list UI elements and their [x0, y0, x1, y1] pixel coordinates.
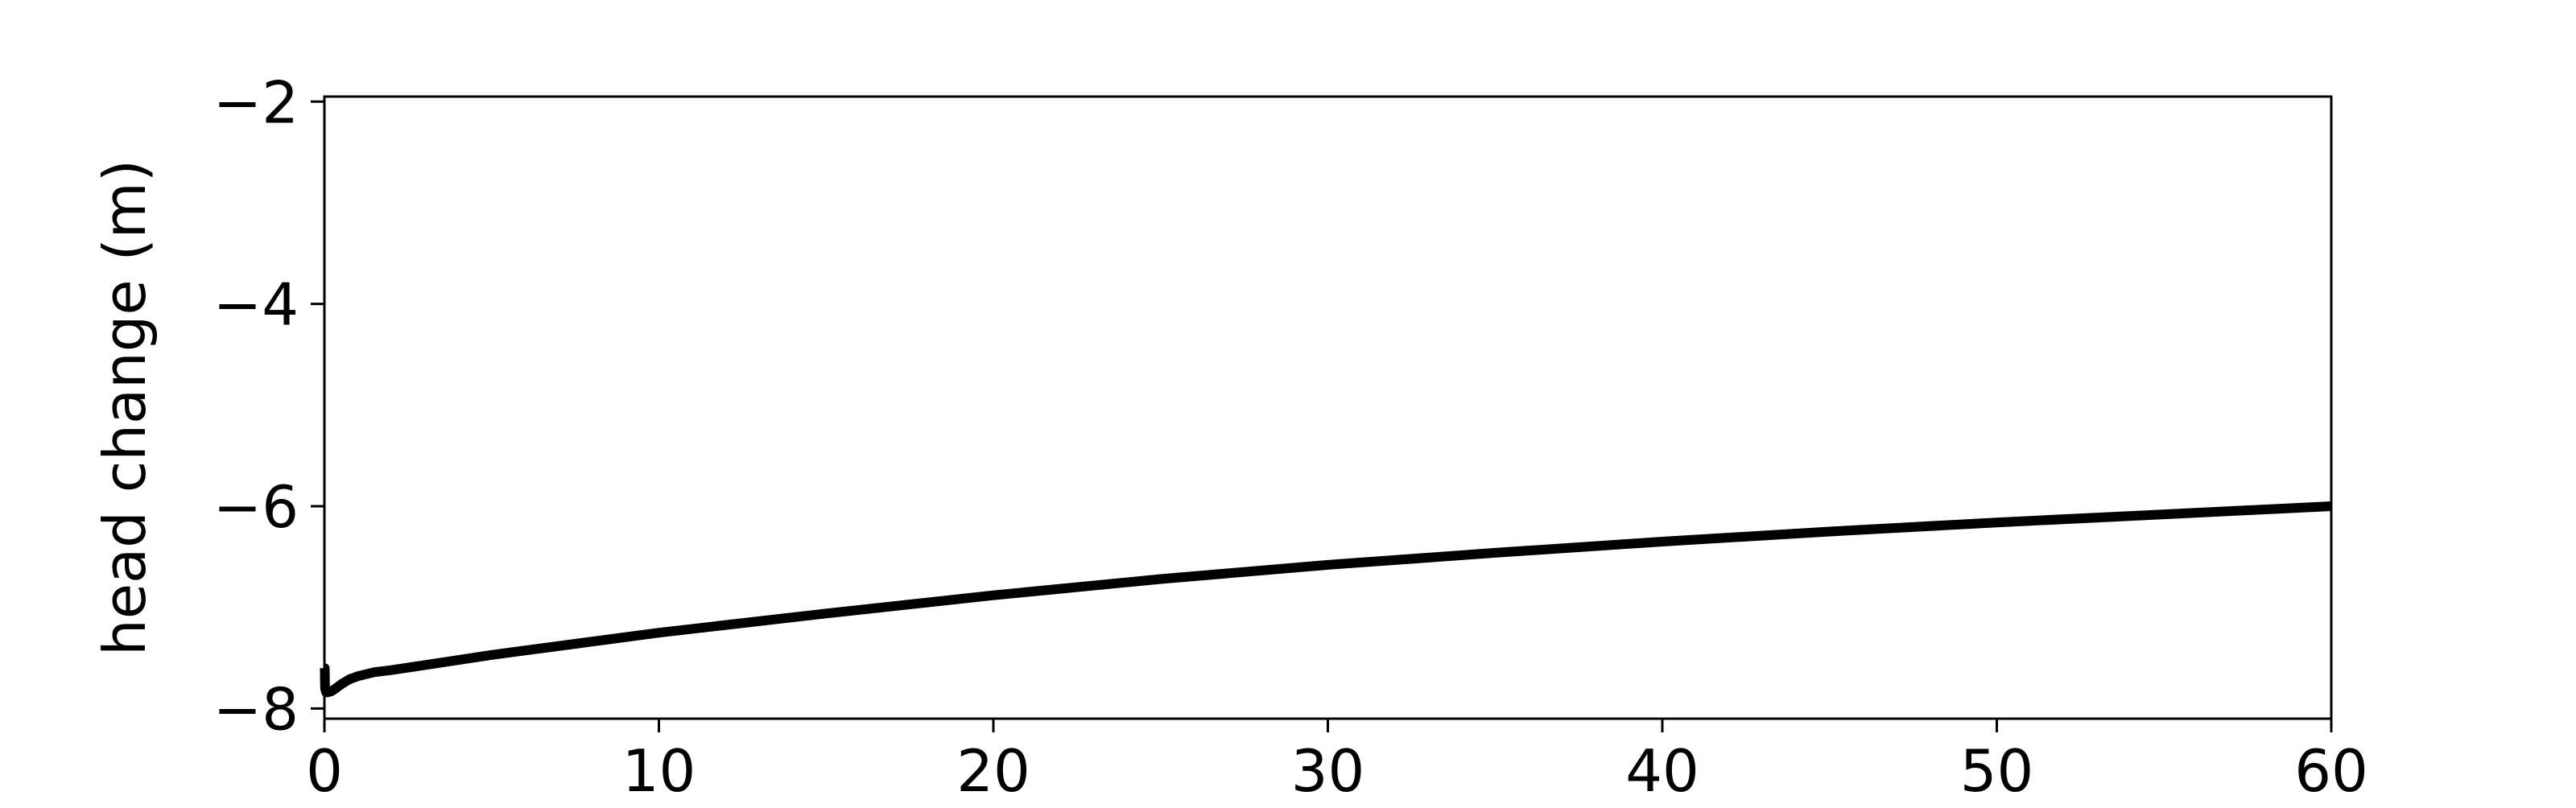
plot-frame [323, 95, 2333, 720]
x-tick-label: 50 [1960, 737, 2034, 805]
tick-labels: 0 10 20 30 40 50 60 −8 −6 −4 −2 [213, 68, 2368, 805]
x-tick-label: 20 [956, 737, 1030, 805]
y-axis-label: head change (m) [91, 159, 159, 656]
y-tick-label: −8 [213, 675, 299, 743]
axis-ticks [311, 100, 2333, 732]
x-tick-label: 10 [622, 737, 696, 805]
x-tick-label: 60 [2294, 737, 2368, 805]
x-tick-label: 30 [1291, 737, 1365, 805]
series-line-0 [320, 501, 2332, 698]
x-tick-label: 0 [306, 737, 343, 805]
y-tick-label: −6 [213, 473, 299, 541]
x-tick-label: 40 [1625, 737, 1699, 805]
y-tick-label: −2 [213, 68, 299, 136]
series-layer [320, 501, 2332, 698]
y-tick-label: −4 [213, 271, 299, 339]
